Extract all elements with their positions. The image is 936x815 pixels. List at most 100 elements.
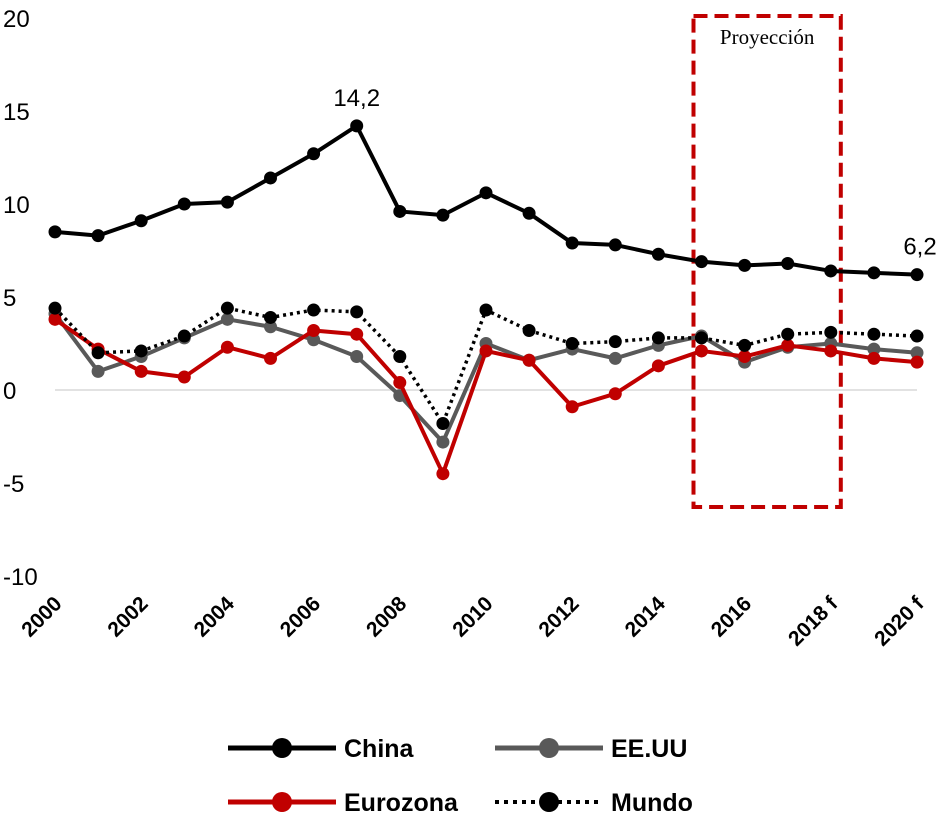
data-point-ee-uu bbox=[608, 351, 622, 365]
legend-item-eurozona: Eurozona bbox=[228, 789, 459, 815]
data-point-eurozona bbox=[177, 370, 191, 384]
data-point-mundo bbox=[824, 325, 838, 339]
legend-marker-eurozona bbox=[272, 792, 292, 812]
legend-item-mundo: Mundo bbox=[495, 789, 693, 815]
data-point-eurozona bbox=[350, 327, 364, 341]
data-point-mundo bbox=[565, 337, 579, 350]
data-point-eurozona bbox=[436, 467, 450, 481]
data-point-china bbox=[48, 225, 62, 239]
y-tick-label: 10 bbox=[3, 192, 30, 219]
data-point-eurozona bbox=[522, 353, 536, 367]
data-point-mundo bbox=[436, 416, 450, 430]
data-point-mundo bbox=[350, 305, 364, 319]
data-point-ee-uu bbox=[350, 350, 364, 364]
data-point-mundo bbox=[695, 331, 708, 345]
data-point-eurozona bbox=[264, 351, 277, 365]
legend: China EE.UU Eurozona Mundo bbox=[228, 735, 693, 815]
data-point-ee-uu bbox=[910, 346, 924, 360]
x-tick-label: 2018 f bbox=[784, 592, 843, 651]
data-point-china bbox=[350, 119, 364, 133]
data-point-ee-uu bbox=[867, 342, 881, 356]
data-point-mundo bbox=[264, 310, 277, 324]
data-point-mundo bbox=[48, 301, 62, 315]
data-point-china bbox=[565, 236, 579, 250]
x-tick-label: 2020 f bbox=[870, 592, 929, 651]
legend-label-eurozona: Eurozona bbox=[344, 789, 459, 815]
x-tick-label: 2008 bbox=[362, 592, 412, 642]
data-point-china bbox=[695, 255, 708, 269]
data-point-china bbox=[910, 268, 924, 282]
data-point-china bbox=[479, 186, 493, 200]
x-axis: 2000 2002 2004 2006 2008 2010 2012 2014 2016 2018… bbox=[17, 592, 929, 651]
data-point-ee-uu bbox=[91, 364, 105, 378]
data-point-mundo bbox=[608, 335, 622, 349]
y-tick-label: -5 bbox=[3, 471, 24, 498]
legend-label-china: China bbox=[344, 735, 415, 763]
data-point-china bbox=[134, 214, 148, 228]
x-tick-label: 2000 bbox=[17, 592, 66, 641]
data-point-mundo bbox=[479, 303, 493, 317]
data-point-eurozona bbox=[781, 338, 795, 352]
data-point-china bbox=[608, 238, 622, 252]
y-axis: 20 15 10 5 0 -5 -10 bbox=[3, 6, 38, 591]
data-point-mundo bbox=[910, 329, 924, 343]
data-point-mundo bbox=[134, 344, 148, 358]
data-point-eurozona bbox=[651, 359, 665, 373]
legend-label-ee-uu: EE.UU bbox=[611, 735, 687, 763]
data-point-china bbox=[264, 171, 277, 185]
data-label: 14,2 bbox=[333, 85, 380, 112]
data-point-china bbox=[307, 147, 321, 161]
data-point-eurozona bbox=[824, 344, 838, 358]
data-point-mundo bbox=[220, 301, 234, 315]
data-point-eurozona bbox=[48, 312, 62, 326]
data-point-china bbox=[393, 204, 407, 218]
data-point-china bbox=[824, 264, 838, 278]
y-tick-label: 0 bbox=[3, 378, 16, 405]
data-point-mundo bbox=[91, 346, 105, 360]
data-point-eurozona bbox=[307, 323, 321, 337]
data-point-mundo bbox=[781, 327, 795, 341]
data-point-ee-uu bbox=[436, 435, 450, 449]
data-point-china bbox=[781, 257, 795, 271]
y-tick-label: 20 bbox=[3, 6, 30, 33]
data-point-mundo bbox=[307, 303, 321, 317]
data-point-eurozona bbox=[910, 355, 924, 369]
data-point-china bbox=[867, 266, 881, 280]
data-point-china bbox=[91, 229, 105, 243]
series-line-mundo bbox=[53, 306, 918, 426]
data-point-china bbox=[177, 197, 191, 211]
data-point-mundo bbox=[651, 331, 665, 345]
data-point-mundo bbox=[177, 329, 191, 343]
data-point-china bbox=[522, 206, 536, 220]
data-point-china bbox=[651, 247, 665, 261]
data-point-mundo bbox=[738, 338, 752, 352]
x-tick-label: 2014 bbox=[621, 592, 671, 642]
data-point-eurozona bbox=[393, 376, 407, 390]
y-tick-label: -10 bbox=[3, 564, 38, 591]
data-point-china bbox=[738, 258, 752, 272]
data-point-eurozona bbox=[479, 344, 493, 358]
data-point-eurozona bbox=[220, 340, 234, 354]
data-point-ee-uu bbox=[220, 312, 234, 326]
data-point-eurozona bbox=[695, 344, 708, 358]
legend-item-ee-uu: EE.UU bbox=[495, 735, 687, 763]
x-tick-label: 2010 bbox=[448, 592, 497, 641]
data-point-ee-uu bbox=[307, 333, 321, 347]
legend-label-mundo: Mundo bbox=[611, 789, 693, 815]
y-tick-label: 15 bbox=[3, 99, 30, 126]
legend-marker-ee-uu bbox=[539, 738, 559, 758]
data-labels: 14,2 6,2 bbox=[333, 85, 936, 261]
series-layer bbox=[48, 119, 924, 481]
legend-marker-mundo bbox=[539, 792, 559, 812]
data-point-eurozona bbox=[867, 351, 881, 365]
data-point-eurozona bbox=[608, 387, 622, 401]
series-china bbox=[48, 119, 924, 282]
x-tick-label: 2002 bbox=[103, 592, 152, 641]
legend-item-china: China bbox=[228, 735, 415, 763]
data-point-eurozona bbox=[738, 350, 752, 364]
x-tick-label: 2016 bbox=[707, 592, 756, 641]
data-point-mundo bbox=[867, 327, 881, 341]
data-point-china bbox=[220, 195, 234, 209]
x-tick-label: 2004 bbox=[190, 592, 240, 642]
